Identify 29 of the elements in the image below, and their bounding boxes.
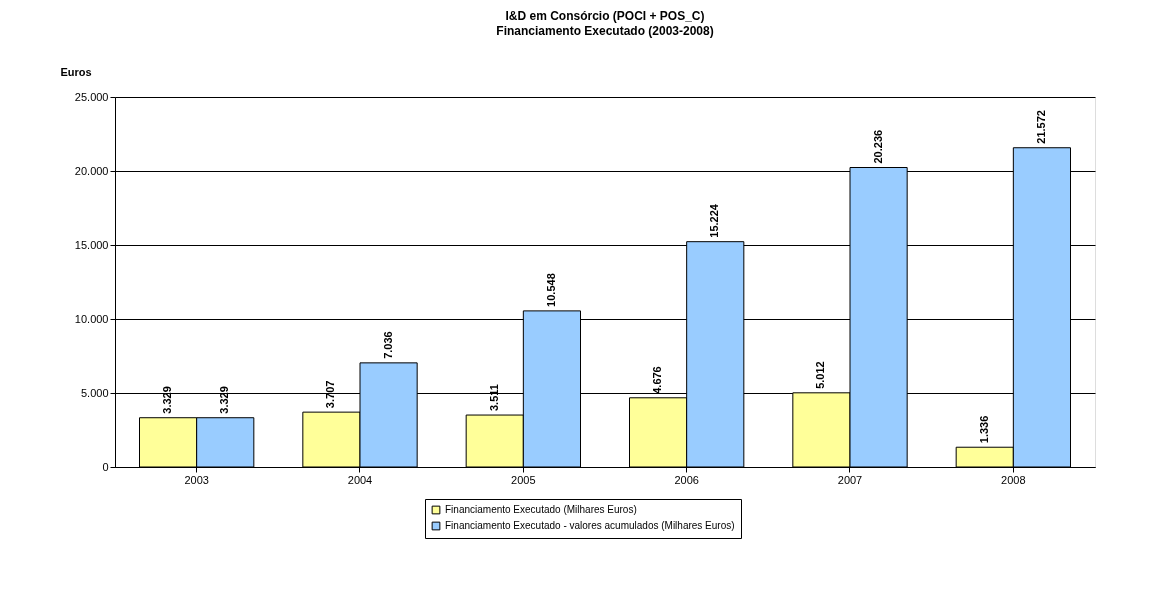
- data-label: 3.329: [161, 386, 174, 414]
- chart-subtitle: Financiamento Executado (2003-2008): [496, 24, 714, 38]
- data-label: 20.236: [871, 129, 884, 164]
- x-tick-label: 2008: [1001, 473, 1026, 486]
- x-tick-label: 2003: [184, 473, 209, 486]
- data-label: 21.572: [1034, 110, 1047, 144]
- data-label: 3.329: [218, 386, 231, 414]
- legend-label: Financiamento Executado - valores acumulados (Milhares Euros): [445, 520, 735, 531]
- x-tick-label: 2007: [837, 473, 863, 486]
- data-label: 1.336: [977, 415, 990, 444]
- data-label: 10.548: [544, 273, 557, 307]
- y-tick-label: 15.000: [74, 238, 109, 251]
- y-tick-label: 10.000: [74, 312, 109, 325]
- data-label: 3.707: [324, 380, 337, 409]
- data-label: 5.012: [814, 361, 827, 389]
- x-tick-label: 2006: [674, 473, 699, 486]
- y-tick-label: 20.000: [74, 164, 109, 177]
- chart-title: I&D em Consórcio (POCI + POS_C): [505, 9, 705, 23]
- data-label: 7.036: [381, 331, 394, 359]
- x-tick-label: 2005: [511, 473, 536, 486]
- y-axis-title: Euros: [60, 65, 92, 78]
- legend-label: Financiamento Executado (Milhares Euros): [445, 504, 637, 515]
- x-tick-label: 2004: [347, 473, 373, 486]
- data-label: 15.224: [708, 203, 721, 238]
- y-tick-label: 0: [102, 460, 109, 473]
- y-tick-label: 25.000: [74, 90, 109, 103]
- data-label: 4.676: [651, 366, 664, 394]
- data-label: 3.511: [487, 384, 500, 412]
- y-tick-label: 5.000: [80, 386, 109, 399]
